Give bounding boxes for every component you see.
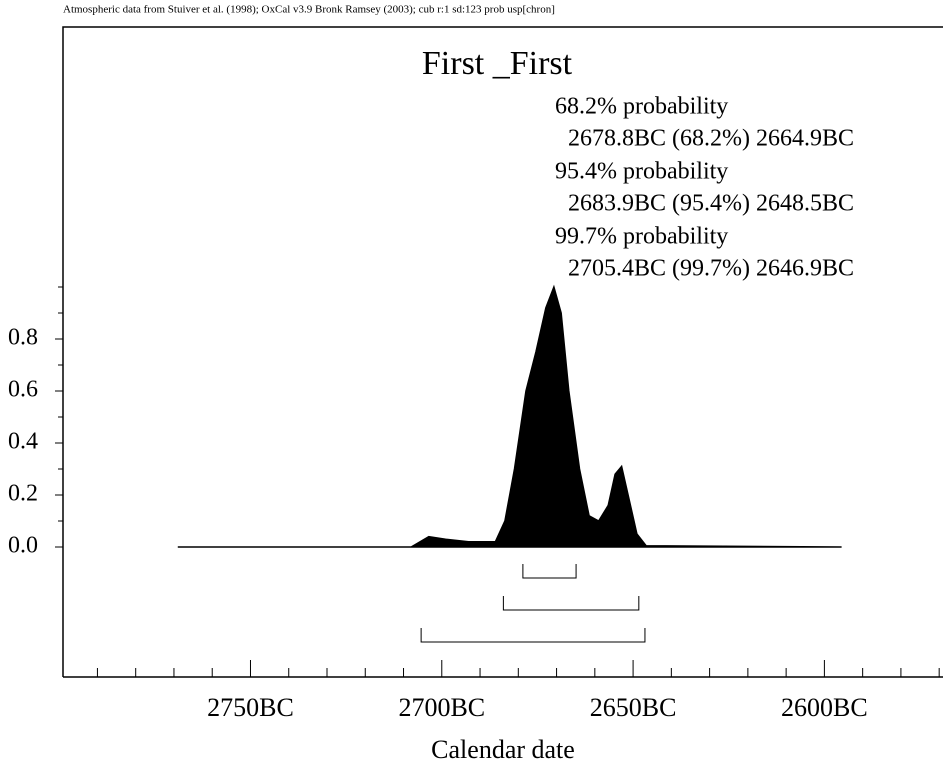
x-axis-label: Calendar date [431, 735, 575, 764]
y-tick-label: 0.4 [8, 429, 38, 455]
range-bracket [420, 628, 646, 643]
range-text: 2705.4BC (99.7%) 2646.9BC [568, 256, 854, 282]
range-level: 99.7% probability [555, 224, 728, 250]
y-tick-label: 0.8 [8, 325, 38, 351]
range-bracket [502, 596, 640, 611]
probability-area [177, 284, 842, 548]
chart-header: Atmospheric data from Stuiver et al. (19… [63, 4, 555, 16]
y-tick-label: 0.0 [8, 533, 38, 559]
range-text: 2683.9BC (95.4%) 2648.5BC [568, 191, 854, 217]
chart-title: First _First [422, 45, 573, 82]
x-tick-label: 2650BC [590, 693, 677, 722]
range-level: 95.4% probability [555, 159, 728, 185]
x-tick-label: 2600BC [781, 693, 868, 722]
range-bracket [522, 564, 577, 579]
range-text: 2678.8BC (68.2%) 2664.9BC [568, 126, 854, 152]
y-tick-label: 0.6 [8, 377, 38, 403]
range-level: 68.2% probability [555, 94, 728, 120]
y-tick-label: 0.2 [8, 481, 38, 507]
x-tick-label: 2750BC [207, 693, 294, 722]
x-tick-label: 2700BC [398, 693, 485, 722]
plot-frame [62, 26, 943, 677]
